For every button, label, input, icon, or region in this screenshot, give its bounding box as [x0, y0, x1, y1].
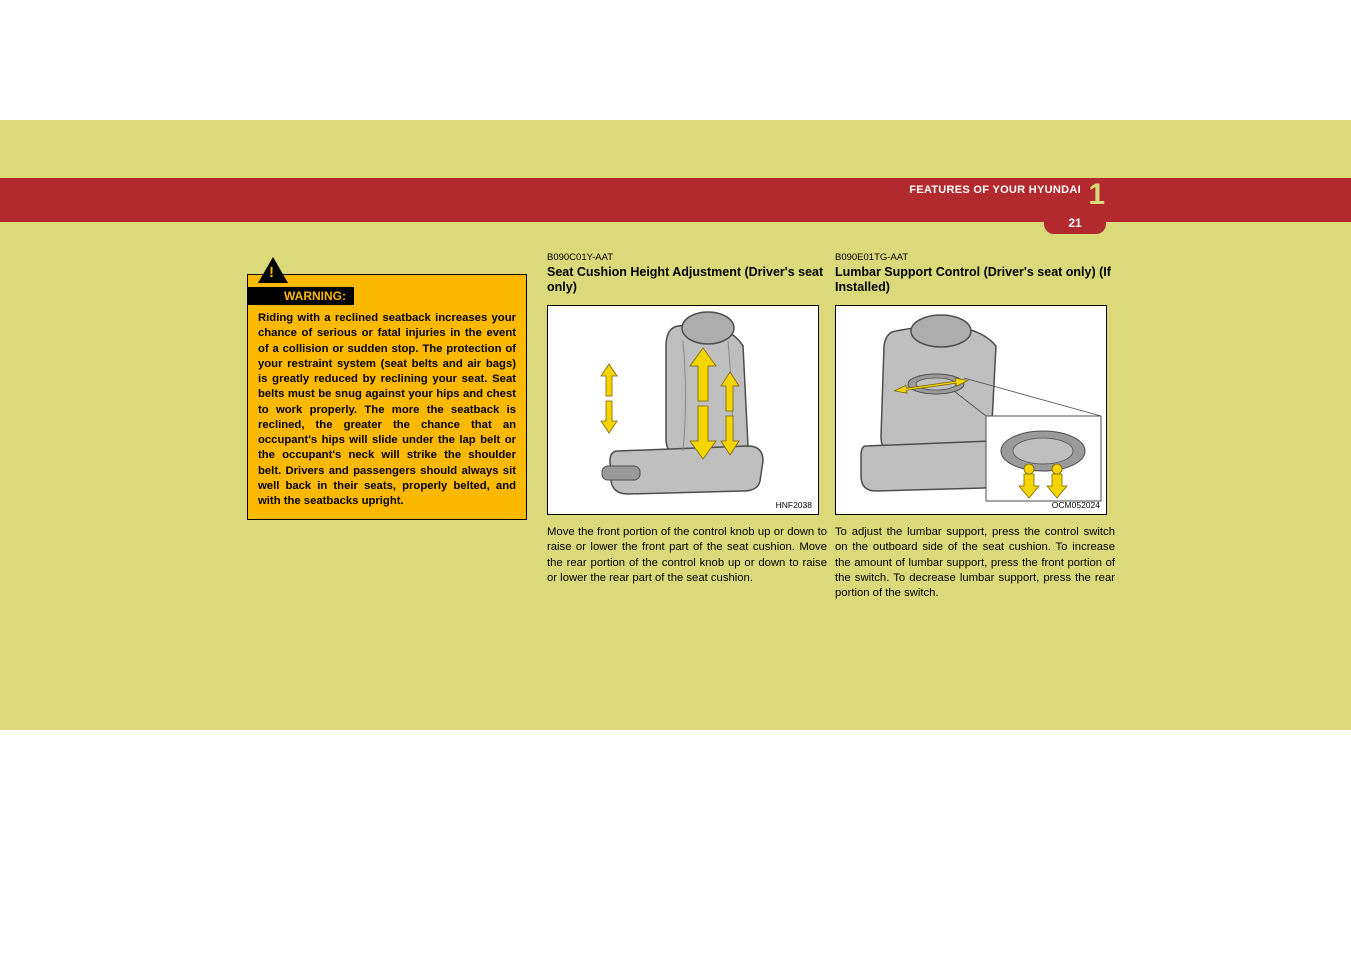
chapter-number: 1	[1088, 178, 1105, 212]
section-code: B090E01TG-AAT	[835, 252, 1115, 263]
column-lumbar: B090E01TG-AAT Lumbar Support Control (Dr…	[835, 252, 1115, 601]
header-strip	[0, 178, 1351, 222]
figure-lumbar: OCM052024	[835, 305, 1107, 515]
figure-seat-height: HNF2038	[547, 305, 819, 515]
warning-triangle-icon	[258, 257, 288, 283]
header-label: FEATURES OF YOUR HYUNDAI	[909, 184, 1081, 196]
figure-label: HNF2038	[776, 500, 812, 510]
lumbar-illustration	[836, 306, 1107, 515]
section-title: Seat Cushion Height Adjustment (Driver's…	[547, 265, 827, 295]
column-seat-height: B090C01Y-AAT Seat Cushion Height Adjustm…	[547, 252, 827, 586]
warning-title: WARNING:	[248, 287, 354, 305]
section-body: Move the front portion of the control kn…	[547, 525, 827, 586]
warning-box: WARNING: Riding with a reclined seatback…	[247, 274, 527, 520]
figure-label: OCM052024	[1052, 500, 1100, 510]
column-warning: WARNING: Riding with a reclined seatback…	[247, 252, 527, 520]
warning-body: Riding with a reclined seatback increase…	[258, 311, 516, 509]
page-number: 21	[1044, 214, 1106, 234]
section-body: To adjust the lumbar support, press the …	[835, 525, 1115, 601]
section-title: Lumbar Support Control (Driver's seat on…	[835, 265, 1115, 295]
seat-height-illustration	[548, 306, 819, 515]
section-code: B090C01Y-AAT	[547, 252, 827, 263]
